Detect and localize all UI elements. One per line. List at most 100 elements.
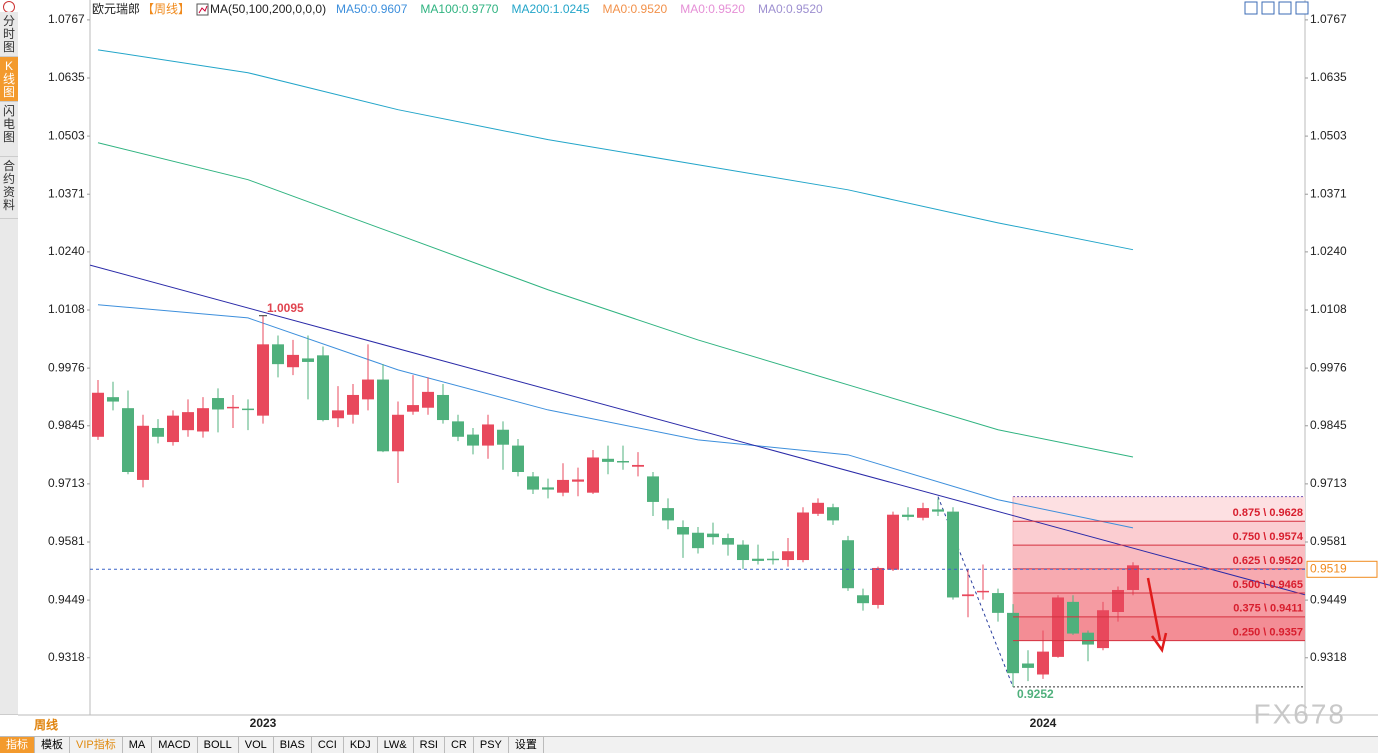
fib-label: 0.250 \ 0.9357 — [1233, 627, 1303, 639]
y-tick-label: 0.9976 — [1310, 360, 1347, 374]
y-tick-label: 0.9449 — [1310, 592, 1347, 606]
footer-tab[interactable]: KDJ — [344, 737, 378, 753]
footer-tab[interactable]: BOLL — [198, 737, 239, 753]
candle-body — [437, 394, 449, 421]
candle-body — [1052, 597, 1064, 657]
candle-body — [527, 476, 539, 490]
arrow — [1146, 577, 1162, 641]
y-tick-label: 1.0635 — [48, 70, 85, 84]
sidebar-fill — [0, 219, 18, 715]
y-tick-label: 0.9845 — [1310, 418, 1347, 432]
footer-tab[interactable]: CCI — [312, 737, 344, 753]
y-tick-label: 1.0240 — [1310, 244, 1347, 258]
indicator: MA(50,100,200,0,0,0) — [210, 2, 326, 16]
side-tab[interactable]: 分时图 — [0, 12, 18, 57]
footer-period: 周线 — [34, 717, 58, 732]
candle-body — [212, 398, 224, 410]
candle-body — [827, 507, 839, 521]
y-tick-label: 1.0503 — [48, 128, 85, 142]
candle-body — [167, 415, 179, 443]
candle-body — [707, 533, 719, 538]
candle-body — [377, 379, 389, 452]
icon-button[interactable] — [1244, 1, 1258, 15]
candle-body — [137, 425, 149, 480]
footer-tabs: 指标 模板 VIP指标 MA MACD BOLL VOL BIAS CCI KDJ LW& RSI CR… — [0, 736, 1378, 753]
icon-button[interactable] — [1295, 1, 1309, 15]
y-tick-label: 0.9581 — [48, 534, 85, 548]
footer-tab[interactable]: PSY — [474, 737, 509, 753]
y-tick-label: 0.9318 — [48, 650, 85, 664]
fib-band — [1013, 568, 1305, 594]
indicator-icon-glyph — [198, 5, 208, 14]
y-tick-label: 1.0108 — [48, 302, 85, 316]
candle-body — [932, 509, 944, 512]
candle-body — [782, 551, 794, 561]
candle-body — [302, 358, 314, 362]
watermark: FX678 — [1254, 698, 1347, 729]
footer-tab[interactable]: MACD — [152, 737, 198, 753]
candle-body — [1037, 651, 1049, 675]
x-tick-label: 2023 — [250, 716, 277, 730]
fib-band — [1013, 593, 1305, 617]
candle-body — [842, 540, 854, 589]
y-tick-label: 0.9713 — [48, 476, 85, 490]
candle-body — [602, 458, 614, 462]
legend-entry: MA0:0.9520 — [603, 2, 668, 16]
candle-body — [332, 410, 344, 419]
candle-body — [407, 405, 419, 412]
ma-line — [97, 142, 1134, 458]
footer-tab[interactable]: 指标 — [0, 737, 35, 753]
side-tab[interactable]: 闪电图 — [0, 102, 18, 157]
icon-button[interactable] — [1261, 1, 1275, 15]
footer-tab[interactable]: BIAS — [274, 737, 312, 753]
y-tick-label: 0.9976 — [48, 360, 85, 374]
candle-body — [557, 479, 569, 493]
legend-entry: MA50:0.9607 — [336, 2, 408, 16]
footer-tab[interactable]: 设置 — [509, 737, 544, 753]
candle-body — [122, 408, 134, 472]
footer-tab[interactable]: LW& — [378, 737, 414, 753]
footer-tab[interactable]: VIP指标 — [70, 737, 123, 753]
candle-body — [632, 464, 644, 467]
candle-body — [392, 414, 404, 452]
candle-body — [362, 379, 374, 400]
fib-band — [1013, 496, 1305, 522]
legend-entry: MA0:0.9520 — [758, 2, 823, 16]
candle-body — [317, 355, 329, 421]
candle-body — [107, 397, 119, 402]
side-tab[interactable]: 合约资料 — [0, 157, 18, 219]
y-tick-label: 1.0635 — [1310, 70, 1347, 84]
icon-button[interactable] — [1278, 1, 1292, 15]
trend-line — [89, 264, 1306, 596]
y-tick-label: 1.0371 — [48, 186, 85, 200]
arrow-head — [1150, 632, 1168, 653]
candle-body — [287, 354, 299, 368]
ma-line — [97, 304, 1134, 529]
low-label: 0.9252 — [1017, 687, 1054, 701]
candle-body — [467, 434, 479, 446]
period: 【周线】 — [142, 2, 190, 16]
footer-tab[interactable]: VOL — [239, 737, 274, 753]
fib-band — [1013, 545, 1305, 569]
ma-line — [97, 49, 1134, 251]
last-price-label: 0.9519 — [1310, 561, 1347, 575]
legend-entry: MA100:0.9770 — [420, 2, 498, 16]
candle-body — [647, 476, 659, 502]
candle-body — [1097, 610, 1109, 649]
y-tick-label: 1.0371 — [1310, 186, 1347, 200]
candle-body — [572, 479, 584, 482]
candle-body — [1067, 601, 1079, 634]
candle-body — [947, 511, 959, 598]
candle-body — [872, 567, 884, 605]
footer-tab[interactable]: 模板 — [35, 737, 70, 753]
indicator-icon[interactable] — [196, 3, 209, 16]
footer-tab[interactable]: RSI — [414, 737, 445, 753]
candle-body — [812, 502, 824, 514]
candle-body — [542, 487, 554, 490]
candle-body — [917, 508, 929, 518]
candle-body — [257, 344, 269, 416]
side-tab[interactable]: K线图 — [0, 57, 18, 102]
footer-tab[interactable]: MA — [123, 737, 153, 753]
footer-tab[interactable]: CR — [445, 737, 474, 753]
legend-entry: MA0:0.9520 — [680, 2, 745, 16]
